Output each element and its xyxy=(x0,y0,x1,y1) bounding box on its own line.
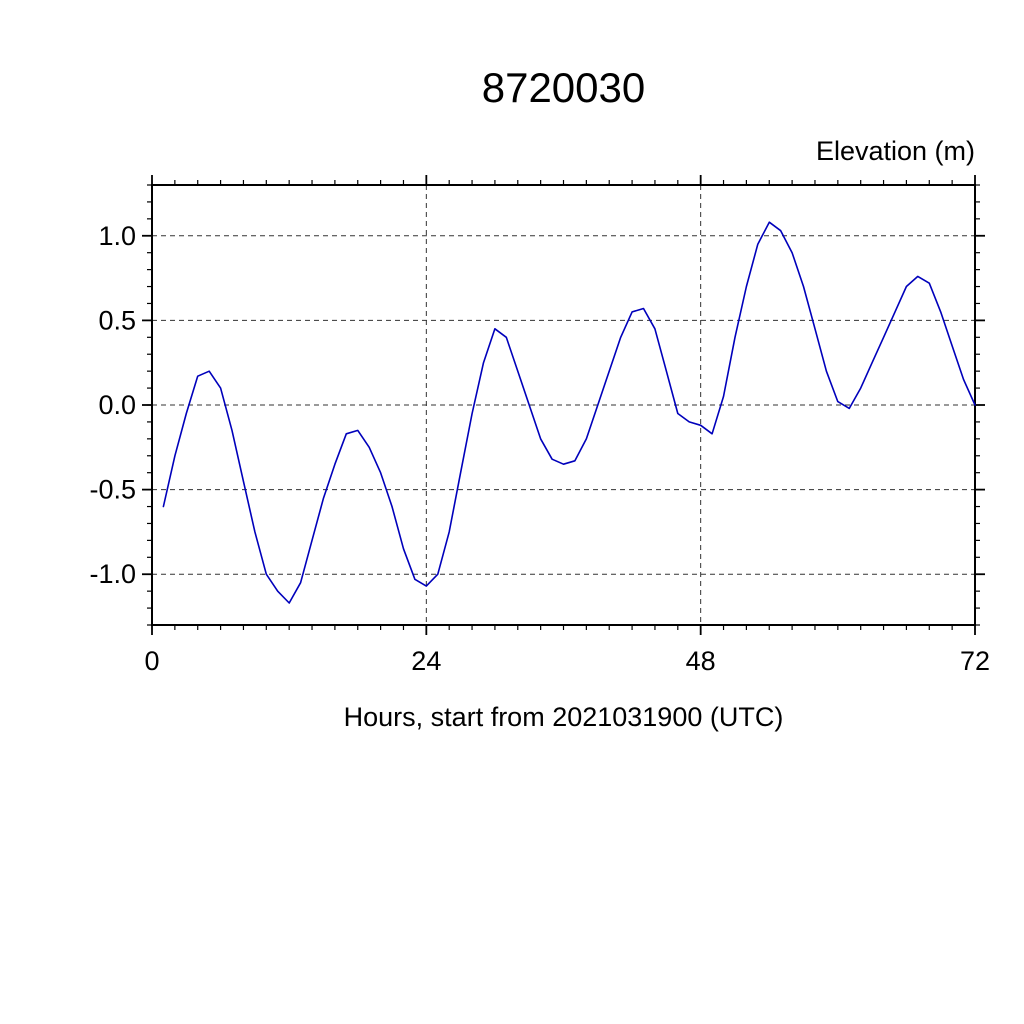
x-axis-title: Hours, start from 2021031900 (UTC) xyxy=(343,702,784,732)
y-tick-label: 0.5 xyxy=(98,305,136,335)
x-tick-label: 72 xyxy=(960,646,990,676)
data-series-line xyxy=(162,221,976,604)
y-tick-label: -1.0 xyxy=(89,559,136,589)
x-tick-label: 0 xyxy=(144,646,159,676)
y-axis-title: Elevation (m) xyxy=(815,136,975,166)
y-tick-label: 1.0 xyxy=(98,221,136,251)
x-tick-label: 48 xyxy=(686,646,716,676)
y-tick-label: -0.5 xyxy=(89,475,136,505)
x-tick-label: 24 xyxy=(411,646,441,676)
chart-title: 8720030 xyxy=(481,64,646,111)
y-tick-label: 0.0 xyxy=(98,390,136,420)
